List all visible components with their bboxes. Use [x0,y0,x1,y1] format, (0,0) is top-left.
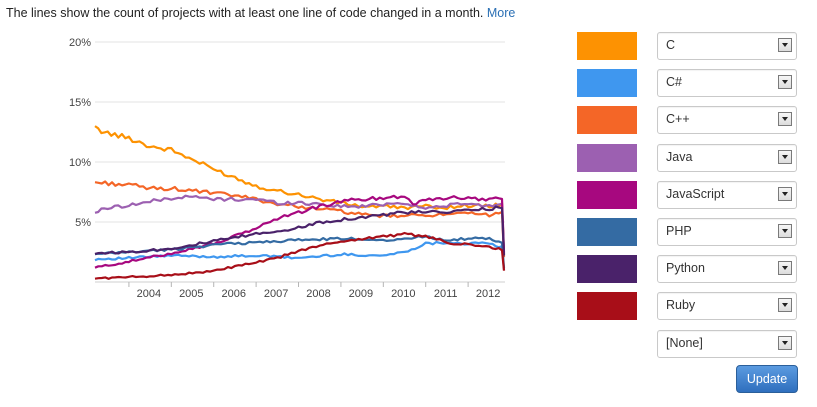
language-select-value: C [666,38,676,52]
chevron-down-icon[interactable] [778,186,792,201]
chart-caption: The lines show the count of projects wit… [6,6,515,20]
chevron-down-icon[interactable] [778,224,792,238]
language-select-value: C++ [666,112,690,127]
series-line-c- [94,180,506,258]
x-tick-label: 2009 [349,288,373,300]
chevron-down-icon[interactable] [778,149,792,164]
x-tick-label: 2004 [137,288,161,300]
chevron-down-icon[interactable] [778,261,792,276]
language-select[interactable]: Java [657,143,797,172]
series-line-c [94,125,506,255]
line-chart: 20% 15% 10% 5% 2004 2005 2006 2007 2008 2009 2010… [69,37,506,300]
language-select[interactable]: C# [657,69,797,98]
y-tick-label: 15% [69,97,91,109]
series-line-python [94,205,506,256]
language-select-value: Ruby [666,298,696,313]
language-select[interactable]: C [657,32,797,60]
color-swatch[interactable] [577,292,637,321]
x-tick-label: 2010 [391,288,415,300]
color-swatch[interactable] [577,255,637,284]
color-swatch[interactable] [577,106,637,135]
y-tick-labels: 20% 15% 10% 5% [69,37,91,229]
chevron-down-icon[interactable] [778,38,792,52]
series-lines [94,125,506,280]
language-select[interactable]: [None] [657,329,797,358]
y-tick-label: 10% [69,157,91,169]
grid-lines [95,41,505,287]
color-swatch[interactable] [577,143,637,172]
chevron-down-icon[interactable] [778,75,792,90]
language-row: C [577,32,799,60]
language-row: [None] [577,329,799,358]
x-tick-label: 2005 [179,288,203,300]
more-link[interactable]: More [486,6,516,20]
language-select[interactable]: Ruby [657,292,797,321]
language-row: C# [577,69,799,98]
language-select-value: JavaScript [666,186,725,201]
language-row: Python [577,255,799,284]
update-button[interactable]: Update [736,365,798,393]
y-tick-label: 20% [69,37,91,49]
language-select-value: Python [666,261,705,276]
series-line-java [94,194,506,255]
language-select-value: PHP [666,224,692,238]
x-tick-label: 2008 [306,288,330,300]
color-swatch[interactable] [577,218,637,246]
series-line-ruby [94,231,506,280]
language-select[interactable]: C++ [657,106,797,135]
language-select[interactable]: Python [657,255,797,284]
chevron-down-icon[interactable] [778,112,792,127]
series-line-javascript [94,194,506,269]
language-row: C++ [577,106,799,135]
language-select-value: Java [666,149,693,164]
x-tick-label: 2012 [476,288,500,300]
language-select[interactable]: PHP [657,218,797,246]
x-tick-labels: 2004 2005 2006 2007 2008 2009 2010 2011 2012 [137,288,501,300]
language-row: JavaScript [577,180,799,209]
language-row: PHP [577,218,799,246]
caption-text: The lines show the count of projects wit… [6,6,487,20]
language-select-value: C# [666,75,682,90]
language-select[interactable]: JavaScript [657,180,797,209]
language-row: Java [577,143,799,172]
x-tick-label: 2006 [221,288,245,300]
color-swatch[interactable] [577,180,637,209]
color-swatch[interactable] [577,32,637,60]
chevron-down-icon[interactable] [778,298,792,313]
chevron-down-icon[interactable] [778,335,792,350]
x-tick-label: 2011 [434,288,458,300]
language-select-value: [None] [666,335,703,350]
language-row: Ruby [577,292,799,321]
x-tick-label: 2007 [264,288,288,300]
y-tick-label: 5% [75,217,91,229]
color-swatch[interactable] [577,69,637,98]
